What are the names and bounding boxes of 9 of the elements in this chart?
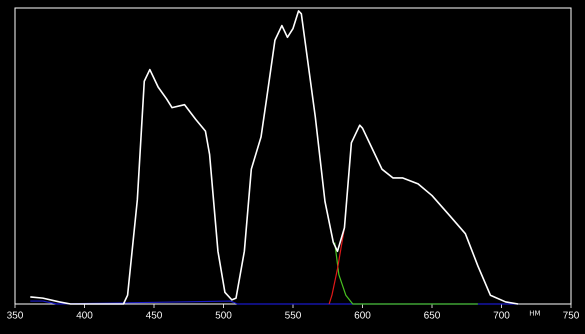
x-tick-label: 750 [563,312,579,319]
x-tick-label: 500 [216,312,232,319]
x-tick-label: 650 [424,312,440,319]
x-tick-label: 400 [76,312,92,319]
x-tick-label: 550 [285,312,301,319]
x-tick-label: 700 [494,312,510,319]
x-tick-label: 600 [354,312,370,319]
x-tick-label: 350 [7,312,23,319]
x-tick-label: 450 [146,312,162,319]
